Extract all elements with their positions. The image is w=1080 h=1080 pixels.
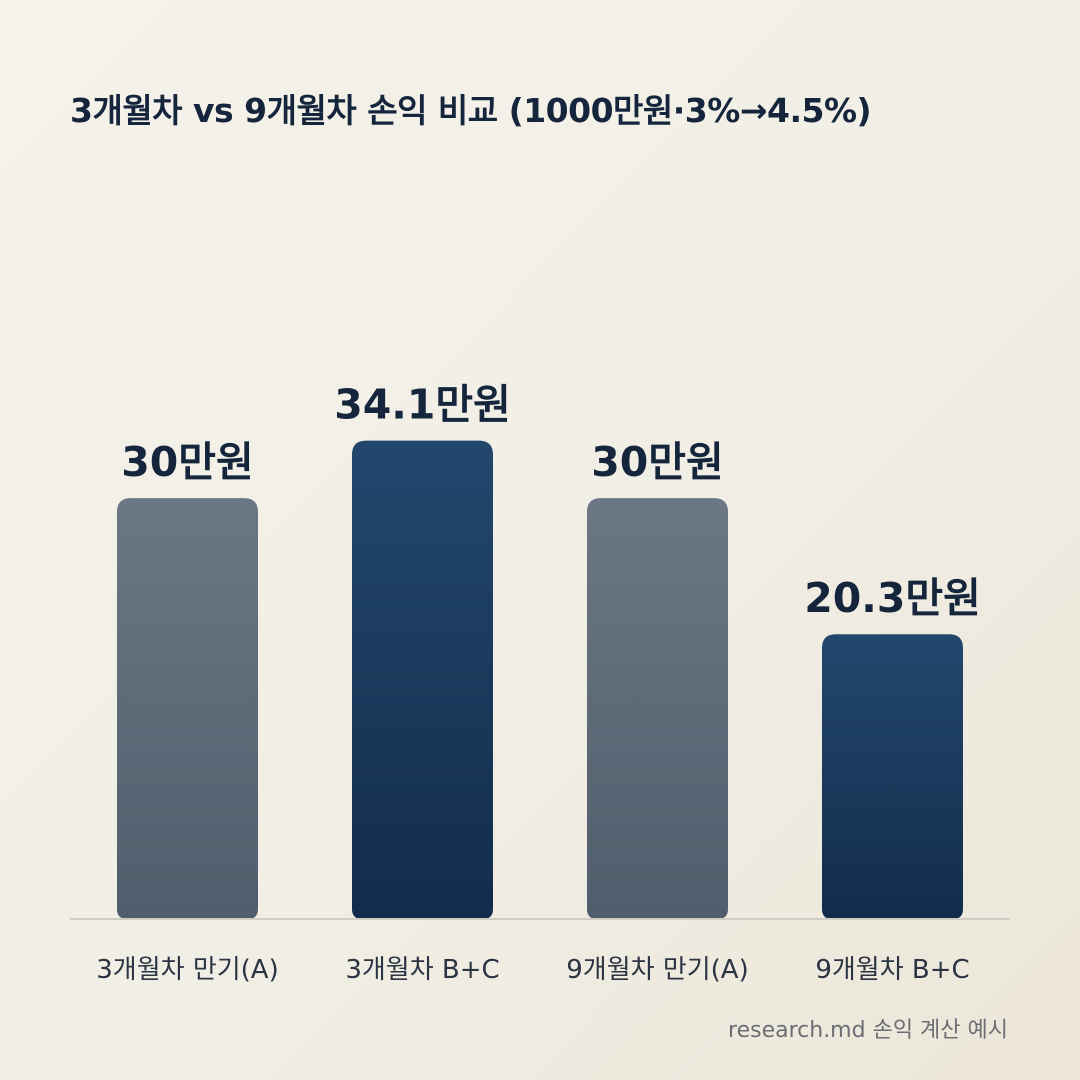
bar-4 [822, 634, 963, 919]
category-label-4: 9개월차 B+C [815, 955, 969, 985]
source-footer: research.md 손익 계산 예시 [728, 1018, 1008, 1043]
value-label-1: 30만원 [121, 438, 254, 486]
category-label-2: 3개월차 B+C [345, 955, 499, 985]
category-label-1: 3개월차 만기(A) [96, 955, 278, 985]
bar-2 [352, 440, 493, 919]
bar-3 [587, 498, 728, 919]
category-label-3: 9개월차 만기(A) [566, 955, 748, 985]
value-label-3: 30만원 [591, 438, 724, 486]
labels-layer: 30만원 3개월차 만기(A) 34.1만원 3개월차 B+C 30만원 9개월차 만기(… [96, 381, 981, 985]
bar-1 [117, 498, 258, 919]
value-label-2: 34.1만원 [334, 381, 511, 429]
bars-layer [117, 440, 963, 919]
value-label-4: 20.3만원 [804, 574, 981, 622]
chart-title: 3개월차 vs 9개월차 손익 비교 (1000만원·3%→4.5%) [70, 91, 872, 130]
